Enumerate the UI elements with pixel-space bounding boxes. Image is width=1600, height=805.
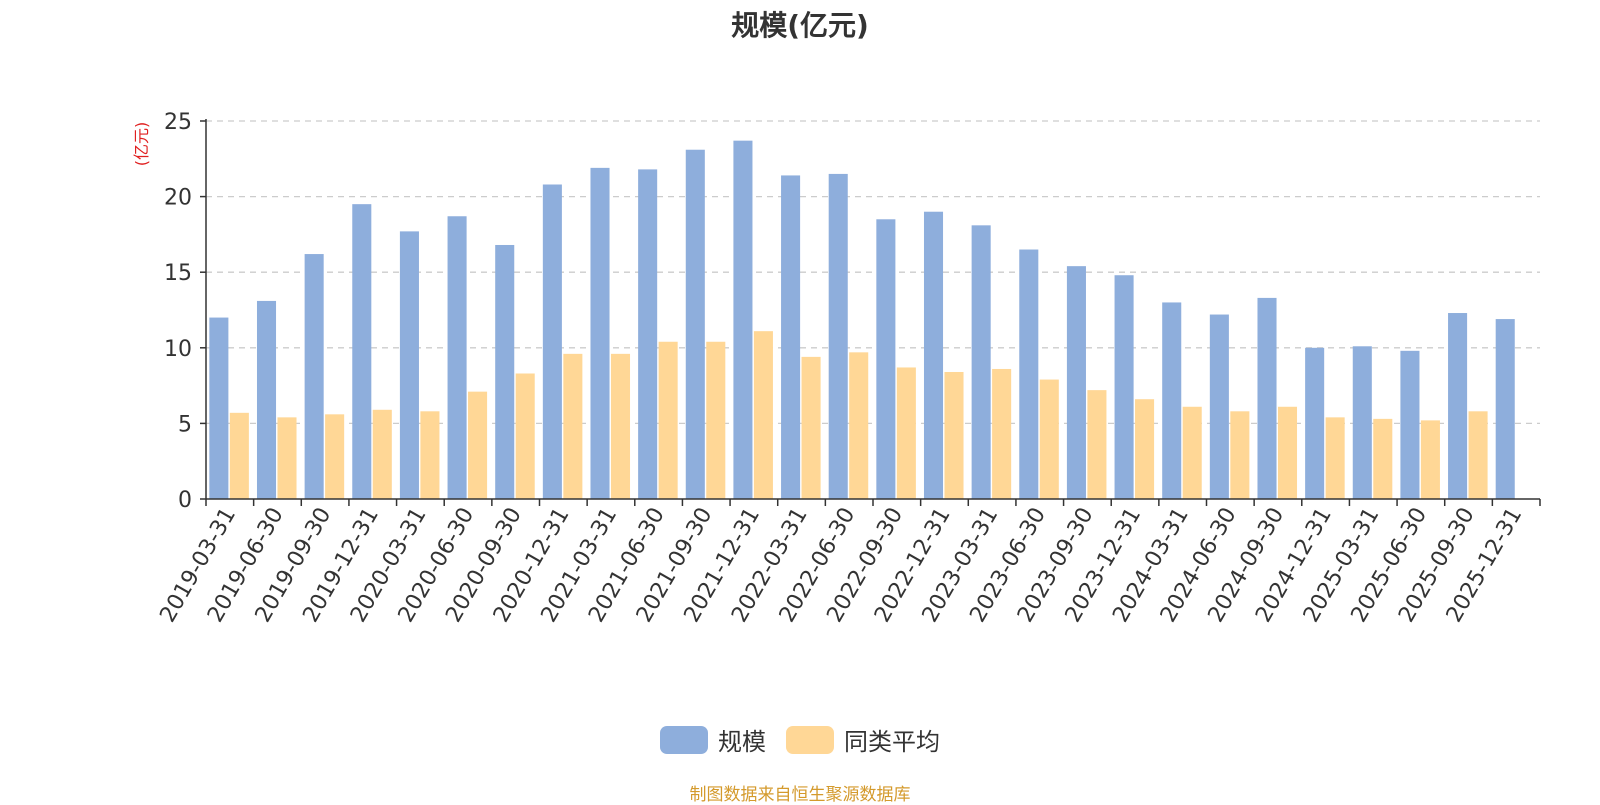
y-tick-label: 0 (178, 488, 192, 513)
bar-scale (638, 169, 658, 499)
bar-scale (1114, 275, 1134, 499)
bar-scale (1257, 297, 1277, 499)
bar-scale (781, 175, 801, 499)
bar-scale (923, 211, 944, 499)
bar-scale (1209, 314, 1229, 499)
bar-average (563, 353, 583, 499)
bar-scale (352, 204, 372, 499)
bar-average (1325, 417, 1345, 499)
bar-scale (1448, 313, 1468, 499)
source-note: 制图数据来自恒生聚源数据库 (689, 785, 911, 805)
bar-average (1087, 390, 1107, 499)
bar-average (896, 367, 916, 499)
bar-average (420, 411, 440, 499)
bar-average (1373, 418, 1393, 499)
bar-average (1468, 411, 1488, 499)
bar-average (1182, 406, 1202, 499)
bar-average (515, 373, 535, 499)
bar-scale (1019, 249, 1039, 499)
legend-item-average[interactable]: 同类平均 (786, 722, 940, 757)
bar-scale (733, 140, 753, 499)
bar-scale (1352, 346, 1372, 499)
bar-scale (590, 167, 610, 499)
bars (209, 140, 1515, 500)
bar-scale (1066, 266, 1086, 499)
legend-item-scale[interactable]: 规模 (660, 722, 766, 757)
bar-average (325, 414, 345, 499)
bar-scale (542, 184, 562, 499)
legend-label-average: 同类平均 (844, 728, 940, 756)
legend-swatch-scale (660, 725, 708, 754)
bar-scale (399, 231, 419, 499)
y-tick-label: 5 (178, 412, 192, 437)
bar-scale (876, 219, 896, 499)
bar-average (1420, 420, 1440, 499)
y-tick-label: 25 (164, 110, 192, 135)
legend: 规模 同类平均 (0, 722, 1600, 757)
bar-average (610, 353, 631, 499)
bar-scale (1162, 302, 1182, 499)
bar-average (801, 356, 821, 499)
legend-swatch-average (786, 725, 834, 754)
y-tick-label: 10 (164, 337, 192, 362)
bar-scale (1305, 347, 1325, 499)
bar-scale (1495, 319, 1515, 499)
bar-scale (447, 216, 467, 500)
bar-scale (256, 300, 277, 499)
y-tick-label: 20 (164, 186, 192, 211)
bar-average (992, 368, 1012, 499)
bar-scale (209, 317, 229, 499)
bar-average (372, 409, 392, 499)
bar-average (229, 412, 249, 499)
bar-average (1230, 411, 1250, 499)
bar-scale (1400, 350, 1420, 499)
bar-average (706, 341, 726, 499)
bar-scale (685, 149, 705, 499)
bar-average (658, 341, 678, 499)
legend-label-scale: 规模 (718, 728, 766, 756)
bar-average (468, 391, 488, 499)
y-axis-unit-label: (亿元) (132, 122, 151, 167)
y-tick-label: 15 (164, 261, 192, 286)
bar-average (277, 417, 297, 499)
bar-average (849, 352, 869, 499)
bar-scale (828, 173, 848, 500)
chart-title: 规模(亿元) (731, 9, 869, 42)
bar-average (1277, 406, 1298, 499)
bar-average (753, 331, 773, 499)
bar-average (1039, 379, 1059, 499)
bar-average (1135, 399, 1155, 499)
bar-scale (495, 244, 515, 499)
bar-scale (304, 254, 324, 499)
bar-average (944, 371, 964, 499)
bar-scale (971, 225, 991, 499)
